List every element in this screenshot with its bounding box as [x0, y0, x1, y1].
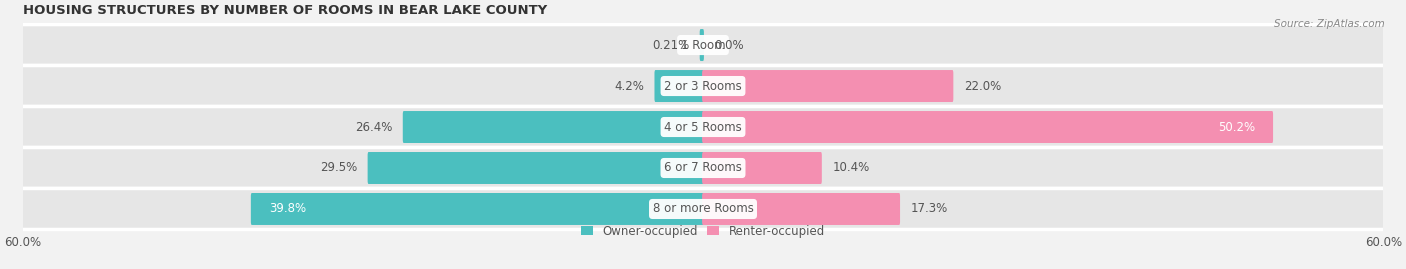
FancyBboxPatch shape	[654, 70, 704, 102]
FancyBboxPatch shape	[11, 24, 1395, 66]
Text: 4.2%: 4.2%	[614, 80, 644, 93]
Text: 8 or more Rooms: 8 or more Rooms	[652, 203, 754, 215]
FancyBboxPatch shape	[702, 193, 900, 225]
Text: HOUSING STRUCTURES BY NUMBER OF ROOMS IN BEAR LAKE COUNTY: HOUSING STRUCTURES BY NUMBER OF ROOMS IN…	[22, 4, 547, 17]
Text: 29.5%: 29.5%	[321, 161, 357, 175]
FancyBboxPatch shape	[402, 111, 704, 143]
FancyBboxPatch shape	[11, 147, 1395, 189]
Text: 2 or 3 Rooms: 2 or 3 Rooms	[664, 80, 742, 93]
FancyBboxPatch shape	[700, 29, 704, 61]
Text: Source: ZipAtlas.com: Source: ZipAtlas.com	[1274, 19, 1385, 29]
Text: 0.21%: 0.21%	[652, 38, 689, 52]
Text: 22.0%: 22.0%	[963, 80, 1001, 93]
FancyBboxPatch shape	[250, 193, 704, 225]
Text: 6 or 7 Rooms: 6 or 7 Rooms	[664, 161, 742, 175]
FancyBboxPatch shape	[11, 189, 1395, 229]
FancyBboxPatch shape	[702, 70, 953, 102]
Text: 10.4%: 10.4%	[832, 161, 869, 175]
Text: 50.2%: 50.2%	[1218, 121, 1256, 133]
Legend: Owner-occupied, Renter-occupied: Owner-occupied, Renter-occupied	[576, 220, 830, 242]
FancyBboxPatch shape	[11, 107, 1395, 147]
Text: 1 Room: 1 Room	[681, 38, 725, 52]
Text: 4 or 5 Rooms: 4 or 5 Rooms	[664, 121, 742, 133]
Text: 0.0%: 0.0%	[714, 38, 744, 52]
Text: 39.8%: 39.8%	[269, 203, 307, 215]
Text: 26.4%: 26.4%	[354, 121, 392, 133]
FancyBboxPatch shape	[367, 152, 704, 184]
FancyBboxPatch shape	[702, 111, 1272, 143]
Text: 17.3%: 17.3%	[911, 203, 948, 215]
FancyBboxPatch shape	[702, 152, 823, 184]
FancyBboxPatch shape	[11, 66, 1395, 107]
